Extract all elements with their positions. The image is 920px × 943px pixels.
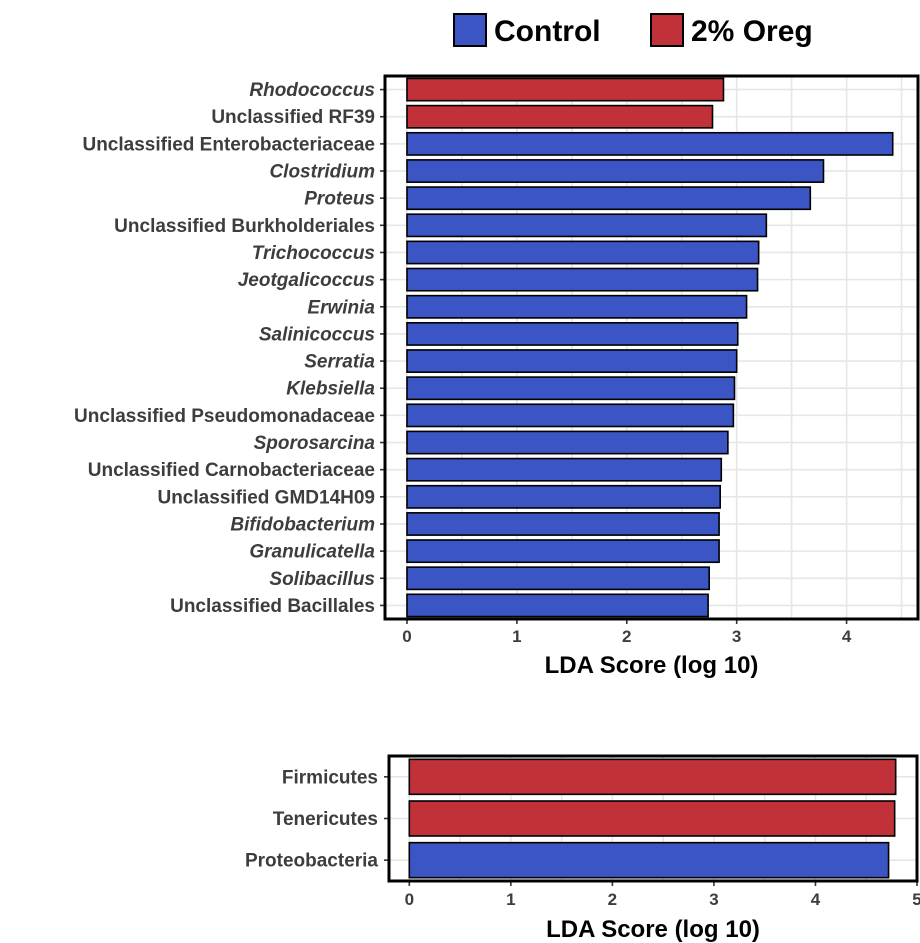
category-label-granulicatella: Granulicatella [249,542,375,563]
bar-erwinia [406,294,748,319]
bar-unclassified-carnobacteriaceae [406,457,723,482]
bar-firmicutes [408,758,897,796]
x-axis-title: LDA Score (log 10) [545,652,759,679]
legend: Control 2% Oreg [453,13,813,48]
bar-unclassified-pseudomonadaceae [406,403,735,428]
bar-unclassified-enterobacteriaceae [406,131,894,156]
category-label-tenericutes: Tenericutes [273,809,378,830]
x-tick-label: 2 [622,627,631,646]
plot-panel-border [383,74,920,621]
bar-bifidobacterium [406,512,720,536]
legend-label-control: Control [494,15,601,48]
x-tick-label: 0 [402,627,411,646]
genus-lda-chart: Rhodococcus Unclassified RF39 Unclassified… [74,74,920,679]
bar-unclassified-burkholderiales [406,213,768,238]
bar-trichococcus [406,240,760,265]
category-label-erwinia: Erwinia [307,297,375,318]
legend-swatch-2pct-oreg [650,13,684,47]
category-label-unclassified-bacillales: Unclassified Bacillales [170,596,375,617]
category-label-bifidobacterium: Bifidobacterium [230,514,375,535]
x-tick-label: 1 [512,627,521,646]
category-label-firmicutes: Firmicutes [282,767,378,788]
x-tick-label: 2 [608,890,617,909]
x-axis-title: LDA Score (log 10) [546,916,760,943]
category-label-proteus: Proteus [304,189,375,210]
bar-salinicoccus [406,321,739,346]
legend-swatch-control [453,13,487,47]
category-label-unclassified-burkholderiales: Unclassified Burkholderiales [114,216,375,237]
x-tick-label: 5 [912,890,920,909]
bar-unclassified-bacillales [406,593,709,618]
category-label-clostridium: Clostridium [269,162,375,183]
category-label-klebsiella: Klebsiella [286,379,375,400]
category-label-sporosarcina: Sporosarcina [254,433,376,454]
bar-sporosarcina [406,430,729,455]
category-label-jeotgalicoccus: Jeotgalicoccus [238,270,375,291]
bar-jeotgalicoccus [406,267,759,292]
bar-tenericutes [408,800,896,837]
bar-solibacillus [406,566,710,591]
category-label-unclassified-gmd14h09: Unclassified GMD14H09 [157,487,375,508]
bar-clostridium [406,159,825,183]
category-label-proteobacteria: Proteobacteria [245,851,378,872]
plot-panel-border [387,754,919,883]
x-tick-label: 1 [506,890,515,909]
x-tick-label: 4 [811,890,821,909]
category-label-unclassified-enterobacteriaceae: Unclassified Enterobacteriaceae [82,134,375,155]
x-tick-label: 3 [732,627,741,646]
bar-serratia [406,349,738,374]
bar-unclassified-rf39 [406,104,714,129]
bar-rhodococcus [406,77,725,102]
category-label-serratia: Serratia [304,352,375,373]
x-tick-label: 4 [842,627,852,646]
category-label-rhodococcus: Rhodococcus [249,80,375,101]
x-tick-label: 3 [709,890,718,909]
bar-granulicatella [406,539,720,564]
bar-proteus [406,186,812,211]
category-label-unclassified-carnobacteriaceae: Unclassified Carnobacteriaceae [88,460,375,481]
category-label-solibacillus: Solibacillus [269,569,375,590]
bar-klebsiella [406,376,736,401]
category-label-unclassified-rf39: Unclassified RF39 [211,107,375,128]
bar-proteobacteria [408,841,890,879]
phylum-lda-chart: Firmicutes Tenericutes Proteobacteria 0 1 2 3 4… [245,754,920,943]
x-tick-label: 0 [405,890,414,909]
category-label-salinicoccus: Salinicoccus [259,324,375,345]
bar-unclassified-gmd14h09 [406,484,721,509]
category-label-unclassified-pseudomonadaceae: Unclassified Pseudomonadaceae [74,406,375,427]
legend-label-2pct-oreg: 2% Oreg [691,15,813,48]
category-label-trichococcus: Trichococcus [252,243,375,264]
